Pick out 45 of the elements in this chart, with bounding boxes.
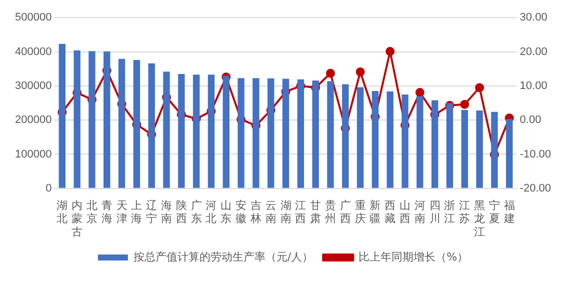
y2-tick-label: 0.00 [520,114,542,126]
x-tick-label: 广东 [190,198,202,226]
y2-tick-label: 20.00 [520,46,548,58]
x-tick-label: 北京 [86,198,98,226]
x-tick-label: 天津 [116,198,128,226]
x-tick-label: 湖南 [280,198,292,226]
x-tick-label: 甘肃 [310,198,322,226]
x-tick-label: 山西 [400,198,411,226]
x-tick-label: 福建 [502,198,515,226]
legend-label: 比上年同期增长（%） [358,250,468,264]
y-tick-label: 100000 [14,148,52,160]
x-tick-label: 广西 [340,198,351,226]
y2-tick-label: -20.00 [520,182,552,194]
x-tick-label: 黑龙江 [474,198,486,238]
x-tick-label: 新疆 [370,198,381,226]
x-tick-label: 云南 [265,198,276,226]
x-tick-label: 安徽 [236,198,247,226]
x-tick-label: 辽宁 [146,198,158,226]
y2-tick-label: 30.00 [520,12,548,24]
x-tick-label: 湖北 [56,198,68,226]
x-tick-label: 河南 [414,198,426,226]
x-tick-label: 内蒙古 [72,198,83,238]
x-tick-label: 西藏 [384,198,396,226]
x-tick-label: 山东 [220,198,232,226]
y-tick-label: 500000 [14,12,52,24]
legend-label: 按总产值计算的劳动生产率（元/人） [133,250,314,264]
x-tick-label: 江苏 [459,198,470,226]
x-tick-label: 青海 [101,198,112,226]
x-tick-label: 陕西 [176,198,187,226]
x-tick-label: 吉林 [249,198,262,226]
x-tick-label: 浙江 [444,198,456,226]
x-tick-label: 四川 [429,198,440,226]
x-tick-label: 江西 [295,198,306,226]
y2-tick-label: -10.00 [520,148,552,160]
y-tick-label: 300000 [14,80,52,92]
y-tick-label: 0 [46,182,52,194]
y2-tick-label: 10.00 [520,80,548,92]
x-tick-label: 宁夏 [488,198,500,226]
x-tick-label: 上海 [131,198,142,226]
x-tick-label: 海南 [161,198,172,226]
y-tick-label: 400000 [14,46,52,58]
x-tick-label: 重庆 [354,198,366,226]
y-tick-label: 200000 [14,114,52,126]
x-tick-label: 河北 [206,198,217,226]
x-tick-label: 贵州 [324,198,336,226]
